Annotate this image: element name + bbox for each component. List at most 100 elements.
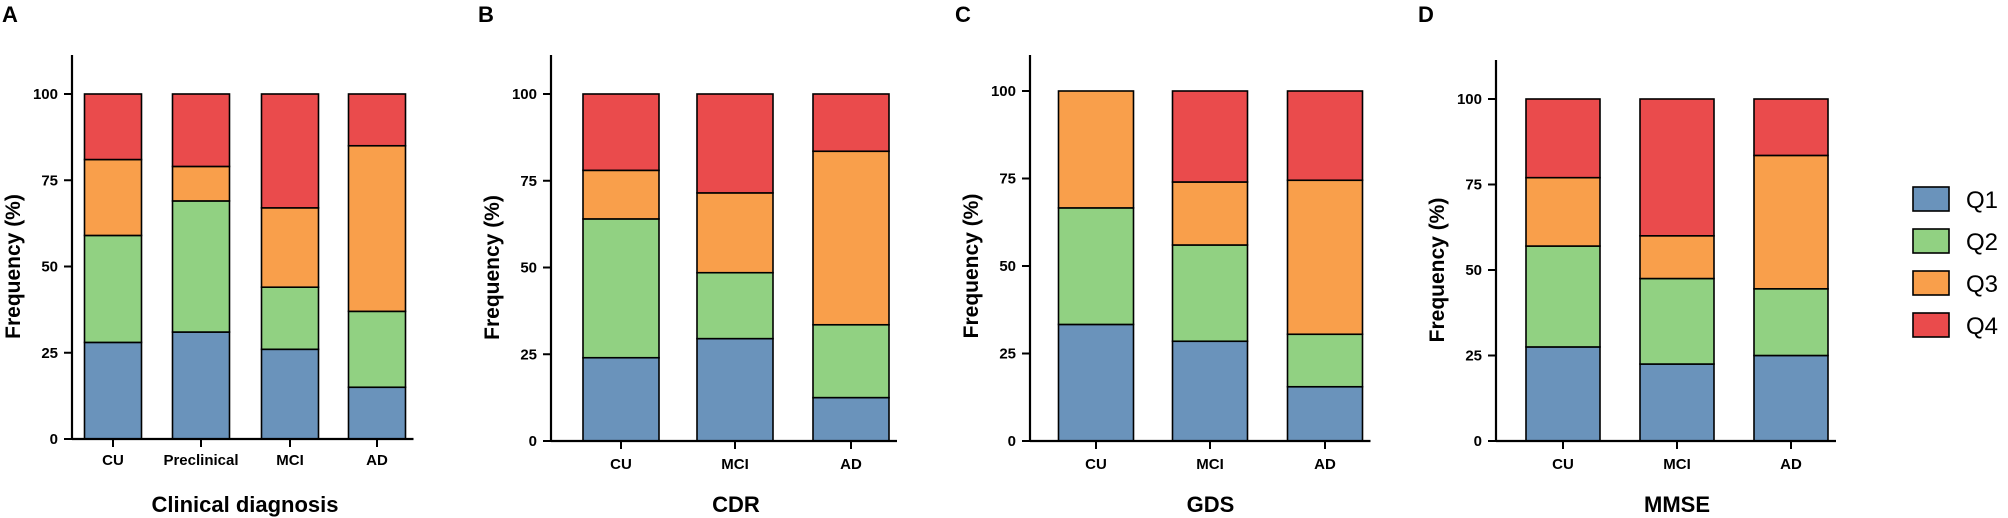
- bar-segment-q3-mci: [696, 192, 774, 274]
- y-tick-label: 0: [529, 433, 537, 450]
- bar-segment-q1-mci: [1639, 363, 1715, 442]
- bar-segment-q2-mci: [260, 286, 320, 351]
- bar-segment-q1-ad: [1286, 385, 1364, 442]
- bar-segment-q4-ad: [812, 93, 890, 153]
- y-tick-label: 75: [999, 171, 1016, 188]
- bar-segment-q2-mci: [1639, 277, 1715, 365]
- y-tick-label: 75: [520, 173, 537, 190]
- bar-segment-q1-ad: [1753, 354, 1829, 442]
- bar-segment-q1-mci: [696, 337, 774, 442]
- legend-label: Q1: [1966, 187, 1998, 214]
- bar-segment-q1-cu: [1057, 323, 1135, 442]
- y-axis-title: Frequency (%): [960, 194, 983, 339]
- bar-segment-q4-cu: [83, 93, 143, 161]
- y-tick-label: 75: [41, 172, 58, 189]
- bar-segment-q3-preclinical: [171, 165, 231, 202]
- bar-segment-q2-cu: [1525, 245, 1601, 348]
- bar-segment-q2-ad: [812, 323, 890, 399]
- bar-segment-q1-mci: [1171, 340, 1249, 442]
- bar-segment-q4-ad: [1753, 98, 1829, 157]
- y-tick-label: 50: [999, 258, 1016, 275]
- legend-swatch-q4: [1912, 312, 1950, 338]
- y-tick-label: 25: [999, 346, 1016, 363]
- bar-segment-q2-ad: [1286, 333, 1364, 388]
- legend-swatch-q1: [1912, 186, 1950, 212]
- x-tick-label: AD: [366, 452, 388, 469]
- x-tick-label: MCI: [276, 452, 304, 469]
- panel-letter: B: [478, 2, 494, 27]
- bar-segment-q2-cu: [1057, 207, 1135, 326]
- y-tick-label: 0: [1474, 433, 1482, 450]
- bar-segment-q4-ad: [1286, 90, 1364, 182]
- legend: Q1 Q2 Q3 Q4: [1912, 186, 1998, 340]
- legend-label: Q4: [1966, 313, 1998, 340]
- legend-label: Q2: [1966, 229, 1998, 256]
- bar-segment-q4-mci: [260, 93, 320, 209]
- panel-b: B CU MCI AD 0 25 50 75 100 Frequency (%) CDR: [478, 2, 897, 517]
- panel-d: D CU MCI AD 0 25 50 75 100 Frequency (%) MMSE: [1418, 2, 1836, 517]
- bar-segment-q3-ad: [347, 144, 407, 313]
- bar-segment-q3-ad: [1753, 154, 1829, 290]
- bar-segment-q4-preclinical: [171, 93, 231, 168]
- y-tick-label: 50: [1465, 262, 1482, 279]
- y-tick-label: 25: [1465, 348, 1482, 365]
- bar-segment-q3-cu: [1525, 176, 1601, 247]
- y-tick-label: 0: [1008, 433, 1016, 450]
- y-tick-label: 50: [520, 260, 537, 277]
- legend-item-q4: Q4: [1912, 312, 1998, 340]
- bar-segment-q1-ad: [347, 386, 407, 440]
- bar-segment-q2-ad: [1753, 288, 1829, 357]
- bar-segment-q4-cu: [582, 93, 660, 172]
- legend-swatch-q2: [1912, 228, 1950, 254]
- bar-segment-q3-ad: [1286, 179, 1364, 336]
- y-tick-label: 25: [520, 346, 537, 363]
- bar-segment-q3-cu: [1057, 90, 1135, 209]
- x-tick-label: AD: [1780, 456, 1802, 473]
- bar-segment-q3-cu: [582, 169, 660, 220]
- bar-segment-q3-mci: [1639, 235, 1715, 280]
- bar-segment-q4-mci: [696, 93, 774, 194]
- bar-segment-q3-ad: [812, 150, 890, 326]
- bar-segment-q3-cu: [83, 158, 143, 237]
- x-axis-title: Clinical diagnosis: [151, 492, 338, 517]
- y-tick-label: 100: [512, 86, 537, 103]
- x-tick-label: AD: [840, 456, 862, 473]
- x-tick-label: MCI: [721, 456, 749, 473]
- legend-item-q3: Q3: [1912, 270, 1998, 298]
- x-tick-label: MCI: [1663, 456, 1691, 473]
- x-axis-title: CDR: [712, 492, 760, 517]
- bar-segment-q3-mci: [260, 207, 320, 289]
- y-axis-title: Frequency (%): [2, 194, 25, 339]
- y-tick-label: 50: [41, 259, 58, 276]
- bar-segment-q1-cu: [582, 356, 660, 442]
- bar-segment-q1-ad: [812, 396, 890, 442]
- bar-segment-q1-cu: [1525, 346, 1601, 442]
- legend-swatch-q3: [1912, 270, 1950, 296]
- panel-letter: A: [2, 2, 18, 27]
- y-tick-label: 100: [33, 86, 58, 103]
- y-tick-label: 0: [50, 431, 58, 448]
- bar-segment-q2-mci: [1171, 244, 1249, 343]
- bar-segment-q4-cu: [1525, 98, 1601, 179]
- x-tick-label: AD: [1314, 456, 1336, 473]
- x-tick-label: CU: [1085, 456, 1107, 473]
- y-axis-title: Frequency (%): [1426, 198, 1449, 343]
- legend-label: Q3: [1966, 271, 1998, 298]
- y-tick-label: 75: [1465, 177, 1482, 194]
- bar-segment-q2-cu: [83, 234, 143, 344]
- bar-segment-q2-cu: [582, 218, 660, 359]
- panel-c: C CU MCI AD 0 25 50 75 100 Frequency (%) GDS: [955, 2, 1371, 517]
- x-tick-label: CU: [610, 456, 632, 473]
- bar-segment-q1-mci: [260, 348, 320, 440]
- bar-segment-q2-mci: [696, 271, 774, 340]
- x-tick-label: Preclinical: [163, 452, 238, 469]
- panel-letter: D: [1418, 2, 1434, 27]
- y-axis-title: Frequency (%): [481, 195, 504, 340]
- bar-segment-q2-preclinical: [171, 200, 231, 333]
- x-tick-label: CU: [102, 452, 124, 469]
- bar-segment-q1-cu: [83, 341, 143, 440]
- bar-segment-q4-mci: [1639, 98, 1715, 237]
- bar-segment-q2-ad: [347, 310, 407, 389]
- y-tick-label: 25: [41, 345, 58, 362]
